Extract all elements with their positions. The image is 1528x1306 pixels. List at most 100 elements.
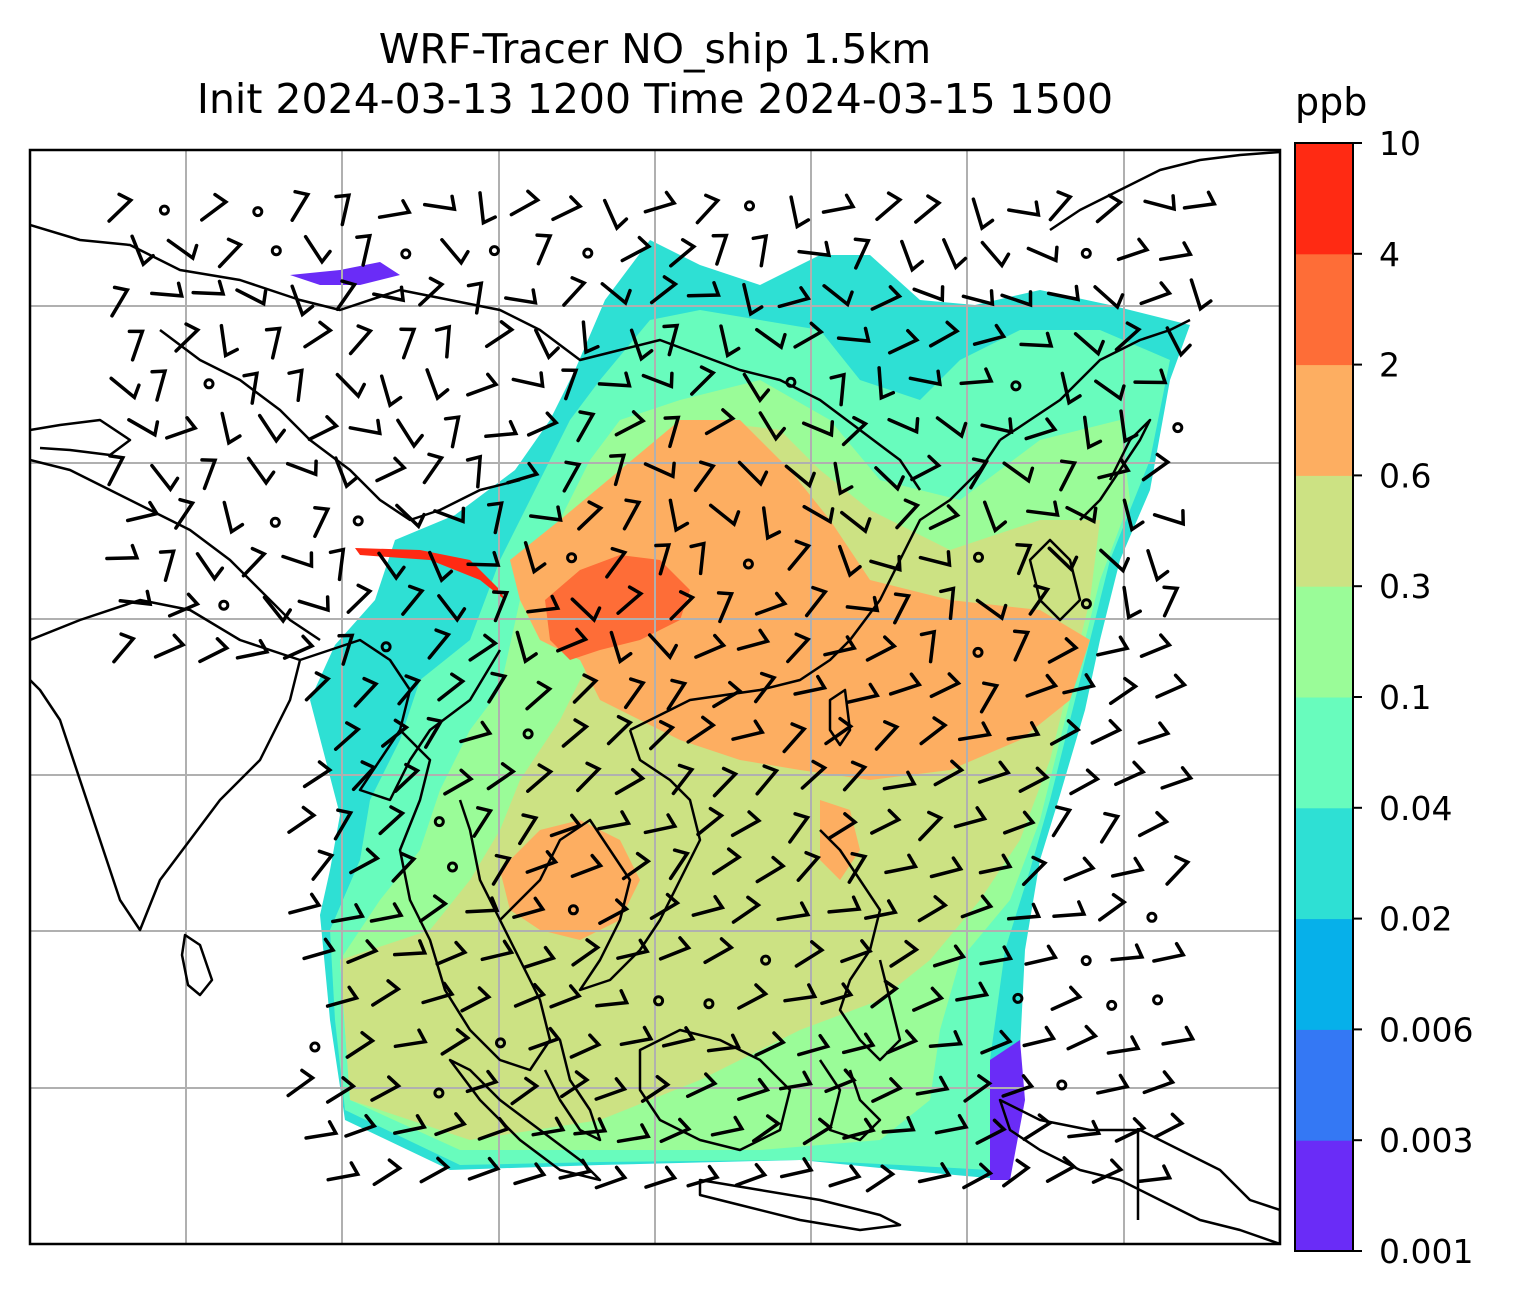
wind-barb: [422, 452, 445, 485]
wind-barb: [649, 892, 681, 920]
wind-barb: [647, 633, 678, 661]
wind-barb: [158, 549, 176, 582]
wind-barb: [349, 847, 381, 875]
wind-barb: [712, 766, 739, 798]
wind-barb: [375, 456, 408, 483]
wind-barb: [174, 497, 196, 530]
wind-barb: [693, 460, 716, 493]
colorbar-tick-label: 0.04: [1379, 789, 1452, 828]
colorbar-tick-label: 0.02: [1379, 900, 1452, 939]
wind-barb: [459, 720, 493, 744]
wind-barb: [643, 813, 678, 835]
wind-barb: [836, 326, 871, 343]
wind-barb: [556, 627, 589, 653]
wind-barb: [1018, 766, 1050, 793]
wind-barb: [422, 194, 457, 212]
wind-barb: [1001, 1074, 1035, 1098]
wind-barb: [1065, 505, 1098, 524]
wind-barb: [889, 939, 920, 968]
wind-barb: [1122, 498, 1145, 533]
wind-barb: [980, 240, 1011, 269]
wind-barb: [1052, 900, 1087, 918]
wind-barb: [487, 671, 508, 704]
wind-barb: [865, 1164, 896, 1193]
wind-barb: [820, 982, 854, 1006]
wind-barb: [823, 635, 857, 657]
calm-marker: [1012, 992, 1024, 1004]
wind-barb: [934, 1113, 969, 1135]
wind-barb: [130, 234, 155, 268]
wind-barb: [1094, 379, 1126, 402]
coastline-china-south: [629, 439, 1002, 732]
wind-barb: [609, 630, 633, 665]
calm-marker: [785, 376, 797, 388]
wind-barb: [478, 191, 497, 226]
wind-barb: [561, 368, 579, 401]
calm-marker: [653, 995, 665, 1007]
wind-barb: [307, 415, 340, 442]
coastline-indochina: [499, 729, 702, 992]
wind-barb: [425, 368, 450, 402]
colorbar-tick-label: 0.3: [1379, 567, 1431, 606]
wind-barb: [1162, 585, 1180, 618]
wind-barb: [609, 453, 627, 487]
wind-barb: [691, 894, 726, 917]
wind-barb: [525, 680, 553, 711]
wind-barb: [865, 635, 898, 662]
wind-barb: [918, 550, 952, 568]
wind-barb: [928, 1030, 963, 1048]
wind-barb: [669, 590, 696, 621]
colorbar-swatch: [1295, 697, 1353, 809]
wind-barb: [917, 1162, 952, 1184]
wind-barb: [928, 504, 961, 531]
wind-barb: [658, 936, 692, 961]
wind-barb: [1110, 943, 1145, 962]
wind-barb: [871, 1077, 903, 1103]
wind-barb: [127, 329, 145, 362]
wind-barb: [754, 1031, 787, 1057]
wind-barb: [191, 279, 226, 296]
colorbar-tick-label: 4: [1379, 235, 1400, 274]
wind-barb: [150, 463, 180, 493]
wind-barb: [629, 328, 654, 362]
wind-barb: [969, 457, 990, 490]
wind-barb: [418, 894, 449, 923]
wind-barb: [614, 767, 646, 796]
wind-barb: [641, 371, 674, 389]
wind-barb: [515, 630, 538, 665]
wind-barb: [730, 810, 762, 838]
wind-barb: [914, 194, 942, 224]
wind-barb: [668, 848, 691, 881]
coastline-sri-lanka: [180, 933, 214, 997]
wind-barb: [827, 895, 862, 914]
wind-barb: [605, 546, 628, 579]
calm-marker: [447, 861, 458, 873]
boundary-central-asia: [30, 223, 922, 491]
wind-barb: [1000, 290, 1033, 308]
colorbar-swatch: [1295, 586, 1353, 698]
wind-barb: [370, 1075, 402, 1102]
wind-barb: [484, 419, 519, 439]
wind-barb: [711, 233, 729, 266]
wind-barb: [887, 416, 920, 435]
wind-barb: [1021, 855, 1048, 887]
wind-barb: [1067, 1119, 1102, 1139]
wind-barb: [484, 320, 515, 349]
wind-barb: [200, 192, 229, 222]
wind-barb: [285, 459, 318, 477]
wind-barb: [165, 416, 198, 440]
wind-barb: [979, 681, 1000, 714]
wind-barb: [326, 1161, 361, 1182]
wind-barb: [118, 589, 153, 607]
wind-barb: [882, 770, 917, 791]
wind-barb: [109, 376, 141, 401]
wind-barb: [754, 591, 788, 616]
wind-barb: [804, 585, 829, 618]
wind-barb: [912, 986, 945, 1012]
wind-barb: [572, 673, 599, 704]
wind-barb: [510, 1076, 540, 1106]
wind-barb: [686, 1164, 720, 1188]
wind-barb: [606, 714, 634, 746]
wind-barb: [978, 853, 1013, 875]
wind-barb: [393, 762, 421, 793]
